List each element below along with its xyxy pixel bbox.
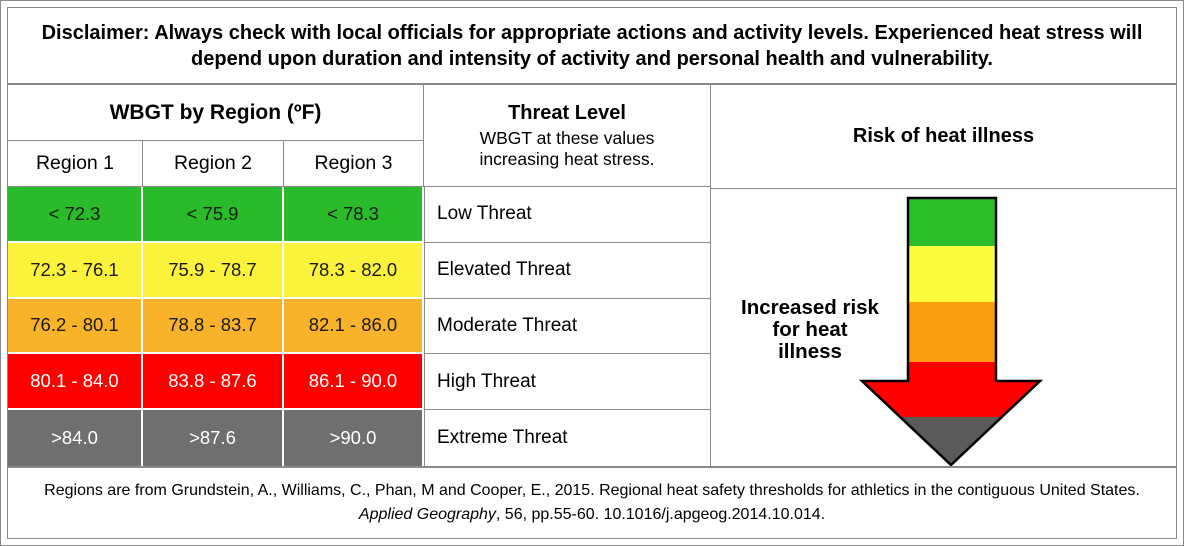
risk-annotation-line: illness [778,340,842,363]
threat-label-high: High Threat [424,354,710,411]
wbgt-cell-moderate-r1: 76.2 - 80.1 [8,298,143,355]
threat-label-low: Low Threat [424,187,710,243]
wbgt-cell-moderate-r2: 78.8 - 83.7 [143,298,284,355]
risk-annotation-line: for heat [772,318,848,341]
risk-panel-body: Increased risk for heat illness [711,189,1176,466]
threat-label-extreme: Extreme Threat [424,410,710,466]
wbgt-cell-elevated-r3: 78.3 - 82.0 [284,242,424,299]
citation-part1: Regions are from Grundstein, A., William… [44,482,1140,499]
threat-level-header-title: Threat Level [508,101,626,124]
threat-level-header: Threat Level WBGT at these values increa… [424,85,710,187]
wbgt-cell-extreme-r1: >84.0 [8,410,143,466]
risk-arrow-icon [858,196,1044,466]
wbgt-cell-low-r3: < 78.3 [284,187,424,243]
threat-label-elevated: Elevated Threat [424,242,710,299]
wbgt-cell-low-r1: < 72.3 [8,187,143,243]
wbgt-table-title: WBGT by Region (ºF) [8,85,424,141]
disclaimer-banner: Disclaimer: Always check with local offi… [7,7,1177,84]
wbgt-cell-extreme-r2: >87.6 [143,410,284,466]
risk-annotation-line: Increased risk [741,296,879,319]
disclaimer-text: Disclaimer: Always check with local offi… [41,21,1143,70]
arrow-segment-high [862,362,1040,417]
threat-label-moderate: Moderate Threat [424,298,710,355]
citation-journal: Applied Geography [358,506,496,523]
wbgt-cell-moderate-r3: 82.1 - 86.0 [284,298,424,355]
arrow-outline [858,196,1044,466]
main-table-area: WBGT by Region (ºF) Threat Level WBGT at… [7,84,1177,467]
citation-text: Regions are from Grundstein, A., William… [8,479,1176,527]
region-2-header: Region 2 [143,141,284,187]
wbgt-cell-elevated-r2: 75.9 - 78.7 [143,242,284,299]
wbgt-cell-elevated-r1: 72.3 - 76.1 [8,242,143,299]
region-3-header: Region 3 [284,141,424,187]
wbgt-cell-high-r2: 83.8 - 87.6 [143,354,284,411]
risk-panel-title: Risk of heat illness [711,85,1176,189]
citation-box: Regions are from Grundstein, A., William… [7,467,1177,539]
citation-part2: , 56, pp.55-60. 10.1016/j.apgeog.2014.10… [495,506,826,523]
wbgt-cell-high-r1: 80.1 - 84.0 [8,354,143,411]
region-1-header: Region 1 [8,141,143,187]
risk-annotation: Increased risk for heat illness [719,297,901,363]
wbgt-cell-high-r3: 86.1 - 90.0 [284,354,424,411]
wbgt-table: WBGT by Region (ºF) Threat Level WBGT at… [7,84,711,467]
arrow-segment-extreme [862,417,1040,465]
risk-panel: Risk of heat illness [711,84,1177,467]
threat-level-header-subtitle: WBGT at these values increasing heat str… [479,127,655,169]
wbgt-cell-low-r2: < 75.9 [143,187,284,243]
wbgt-cell-extreme-r3: >90.0 [284,410,424,466]
arrow-segment-elevated [862,246,1040,302]
